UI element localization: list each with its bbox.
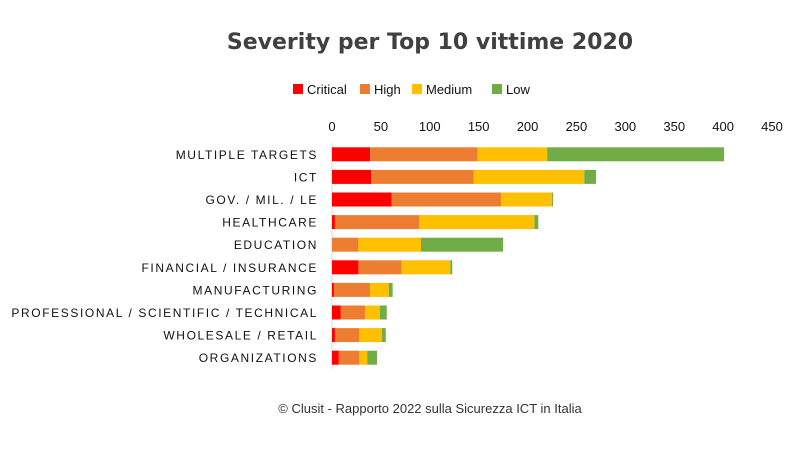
bar-segment-high: [334, 215, 420, 230]
x-tick-label: 200: [517, 119, 539, 134]
chart-caption: © Clusit - Rapporto 2022 sulla Sicurezza…: [278, 401, 582, 416]
bar-segment-low: [381, 328, 386, 343]
x-tick-label: 100: [419, 119, 441, 134]
bar-segment-critical: [332, 147, 371, 162]
x-tick-label: 0: [328, 119, 335, 134]
category-label: ICT: [294, 170, 318, 184]
bar-segment-low: [420, 237, 504, 252]
x-tick-label: 150: [468, 119, 490, 134]
bar-segment-low: [367, 350, 377, 365]
x-tick-label: 350: [663, 119, 685, 134]
x-tick-label: 50: [374, 119, 388, 134]
category-label: FINANCIAL / INSURANCE: [141, 261, 318, 275]
legend-label-medium: Medium: [426, 82, 472, 97]
category-labels: MULTIPLE TARGETS ICT GOV. / MIL. / LE HEALT…: [11, 148, 318, 365]
bar-segment-high: [338, 350, 360, 365]
x-tick-label: 250: [566, 119, 588, 134]
legend-label-critical: Critical: [307, 82, 347, 97]
bar-segment-medium: [358, 237, 421, 252]
chart-title: Severity per Top 10 vittime 2020: [227, 30, 633, 55]
bar-segment-low: [450, 260, 453, 275]
bar-segment-low: [547, 147, 725, 162]
bar-segment-critical: [332, 350, 339, 365]
legend-swatch-low: [492, 84, 502, 94]
bar-segment-high: [358, 260, 402, 275]
x-tick-label: 300: [614, 119, 636, 134]
bar-segment-medium: [501, 192, 552, 207]
bar-segment-medium: [359, 350, 368, 365]
bar-segment-low: [534, 215, 539, 230]
legend-swatch-high: [360, 84, 370, 94]
bar-segment-high: [333, 282, 371, 297]
bar-segment-critical: [332, 282, 334, 297]
bar-segment-medium: [419, 215, 535, 230]
legend-label-high: High: [374, 82, 401, 97]
category-label: GOV. / MIL. / LE: [205, 193, 318, 207]
bar-segment-medium: [359, 328, 382, 343]
bar-segment-high: [340, 305, 366, 320]
x-tick-label: 450: [761, 119, 783, 134]
legend-swatch-critical: [293, 84, 303, 94]
bar-segment-medium: [401, 260, 451, 275]
bar-segment-medium: [370, 282, 389, 297]
bars: [332, 147, 725, 365]
bar-segment-high: [370, 147, 478, 162]
bar-segment-medium: [473, 169, 585, 184]
bar-segment-critical: [332, 305, 341, 320]
bar-segment-medium: [477, 147, 548, 162]
x-axis-ticks: 0 50 100 150 200 250 300 350 400 450: [328, 119, 782, 134]
category-label: ORGANIZATIONS: [199, 351, 318, 365]
legend-swatch-medium: [412, 84, 422, 94]
bar-segment-low: [379, 305, 387, 320]
bar-segment-medium: [365, 305, 380, 320]
bar-segment-critical: [332, 192, 392, 207]
bar-segment-low: [552, 192, 553, 207]
bar-segment-critical: [332, 169, 372, 184]
category-label: PROFESSIONAL / SCIENTIFIC / TECHNICAL: [11, 306, 318, 320]
bar-segment-critical: [332, 328, 335, 343]
category-label: HEALTHCARE: [222, 216, 318, 230]
legend: Critical High Medium Low: [293, 82, 530, 97]
bar-segment-low: [388, 282, 393, 297]
bar-segment-critical: [332, 215, 335, 230]
bar-segment-high: [391, 192, 502, 207]
bar-segment-high: [334, 328, 360, 343]
bar-segment-critical: [332, 260, 359, 275]
bar-segment-high: [371, 169, 474, 184]
category-label: EDUCATION: [234, 238, 318, 252]
bar-segment-high: [332, 237, 359, 252]
x-tick-label: 400: [712, 119, 734, 134]
category-label: MULTIPLE TARGETS: [176, 148, 318, 162]
category-label: WHOLESALE / RETAIL: [163, 329, 318, 343]
legend-label-low: Low: [506, 82, 530, 97]
category-label: MANUFACTURING: [193, 283, 318, 297]
bar-segment-low: [584, 169, 596, 184]
